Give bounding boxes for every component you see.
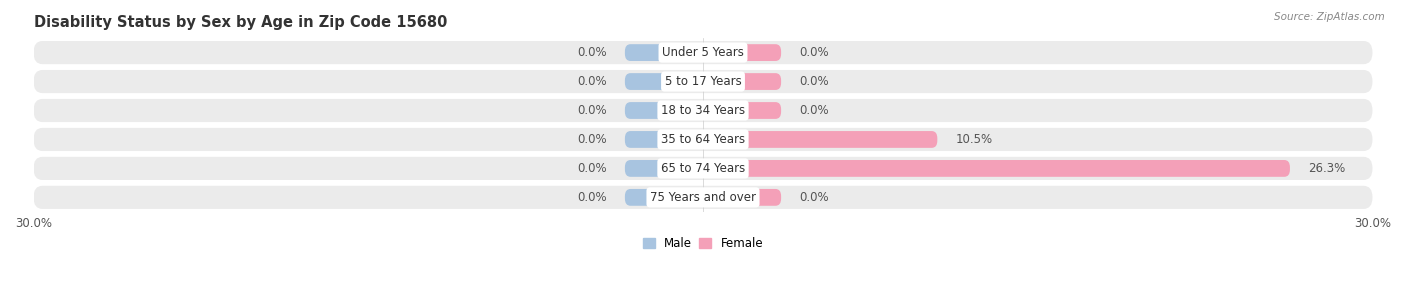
Text: Under 5 Years: Under 5 Years	[662, 46, 744, 59]
FancyBboxPatch shape	[624, 73, 703, 90]
FancyBboxPatch shape	[624, 102, 703, 119]
Text: 0.0%: 0.0%	[578, 104, 607, 117]
Text: 75 Years and over: 75 Years and over	[650, 191, 756, 204]
Text: 10.5%: 10.5%	[955, 133, 993, 146]
Text: 65 to 74 Years: 65 to 74 Years	[661, 162, 745, 175]
FancyBboxPatch shape	[703, 189, 782, 206]
Text: 26.3%: 26.3%	[1308, 162, 1346, 175]
Text: 0.0%: 0.0%	[578, 133, 607, 146]
Text: 5 to 17 Years: 5 to 17 Years	[665, 75, 741, 88]
FancyBboxPatch shape	[34, 41, 1372, 64]
Text: 0.0%: 0.0%	[578, 46, 607, 59]
Text: 0.0%: 0.0%	[799, 191, 828, 204]
FancyBboxPatch shape	[34, 70, 1372, 93]
Text: 0.0%: 0.0%	[799, 104, 828, 117]
FancyBboxPatch shape	[624, 44, 703, 61]
Text: 0.0%: 0.0%	[578, 75, 607, 88]
Text: 0.0%: 0.0%	[578, 191, 607, 204]
FancyBboxPatch shape	[624, 160, 703, 177]
FancyBboxPatch shape	[703, 102, 782, 119]
Legend: Male, Female: Male, Female	[638, 232, 768, 255]
Text: 0.0%: 0.0%	[799, 75, 828, 88]
FancyBboxPatch shape	[624, 131, 703, 148]
Text: 18 to 34 Years: 18 to 34 Years	[661, 104, 745, 117]
FancyBboxPatch shape	[703, 160, 1289, 177]
FancyBboxPatch shape	[703, 73, 782, 90]
Text: 35 to 64 Years: 35 to 64 Years	[661, 133, 745, 146]
Text: Source: ZipAtlas.com: Source: ZipAtlas.com	[1274, 12, 1385, 22]
FancyBboxPatch shape	[703, 44, 782, 61]
FancyBboxPatch shape	[624, 189, 703, 206]
FancyBboxPatch shape	[34, 186, 1372, 209]
FancyBboxPatch shape	[34, 99, 1372, 122]
FancyBboxPatch shape	[34, 157, 1372, 180]
Text: 0.0%: 0.0%	[578, 162, 607, 175]
FancyBboxPatch shape	[34, 128, 1372, 151]
Text: 0.0%: 0.0%	[799, 46, 828, 59]
FancyBboxPatch shape	[703, 131, 938, 148]
Text: Disability Status by Sex by Age in Zip Code 15680: Disability Status by Sex by Age in Zip C…	[34, 15, 447, 30]
